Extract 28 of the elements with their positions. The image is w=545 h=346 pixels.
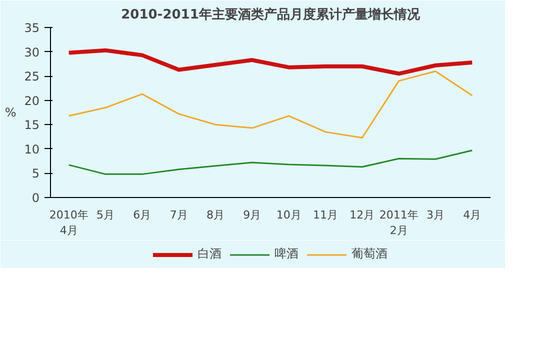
chart-title: 2010-2011年主要酒类产品月度累计产量增长情况	[121, 6, 421, 22]
line-series	[68, 70, 473, 139]
legend-label: 啤酒	[274, 246, 298, 262]
y-tick-label: 25	[24, 70, 40, 84]
y-tick-label: 5	[32, 166, 40, 181]
line-series	[68, 150, 473, 175]
legend-label: 葡萄酒	[352, 246, 388, 262]
y-tick-label: 20	[24, 94, 40, 108]
x-tick-label: 7月	[170, 208, 188, 222]
y-tick-label: 15	[24, 118, 40, 132]
legend-label: 白酒	[198, 246, 222, 262]
y-tick-label: 30	[24, 45, 40, 60]
x-tick-label: 9月	[243, 208, 262, 222]
x-tick-label: 2010年 4月	[49, 208, 88, 238]
x-tick-label: 10月	[276, 208, 302, 222]
x-tick-label: 6月	[133, 208, 152, 222]
x-tick-label: 11月	[313, 208, 338, 222]
x-tick-label: 8月	[206, 208, 224, 222]
y-tick-label: 10	[24, 142, 40, 156]
x-tick-label: 2011年 2月	[379, 208, 418, 238]
line-series	[66, 48, 474, 76]
y-tick-label: 35	[24, 21, 40, 35]
y-tick-label: 0	[32, 191, 40, 205]
x-tick-label: 3月	[426, 208, 444, 222]
y-axis-title: %	[4, 106, 16, 120]
x-tick-label: 12月	[350, 208, 375, 222]
x-tick-label: 4月	[463, 208, 482, 222]
x-tick-label: 5月	[96, 208, 114, 222]
